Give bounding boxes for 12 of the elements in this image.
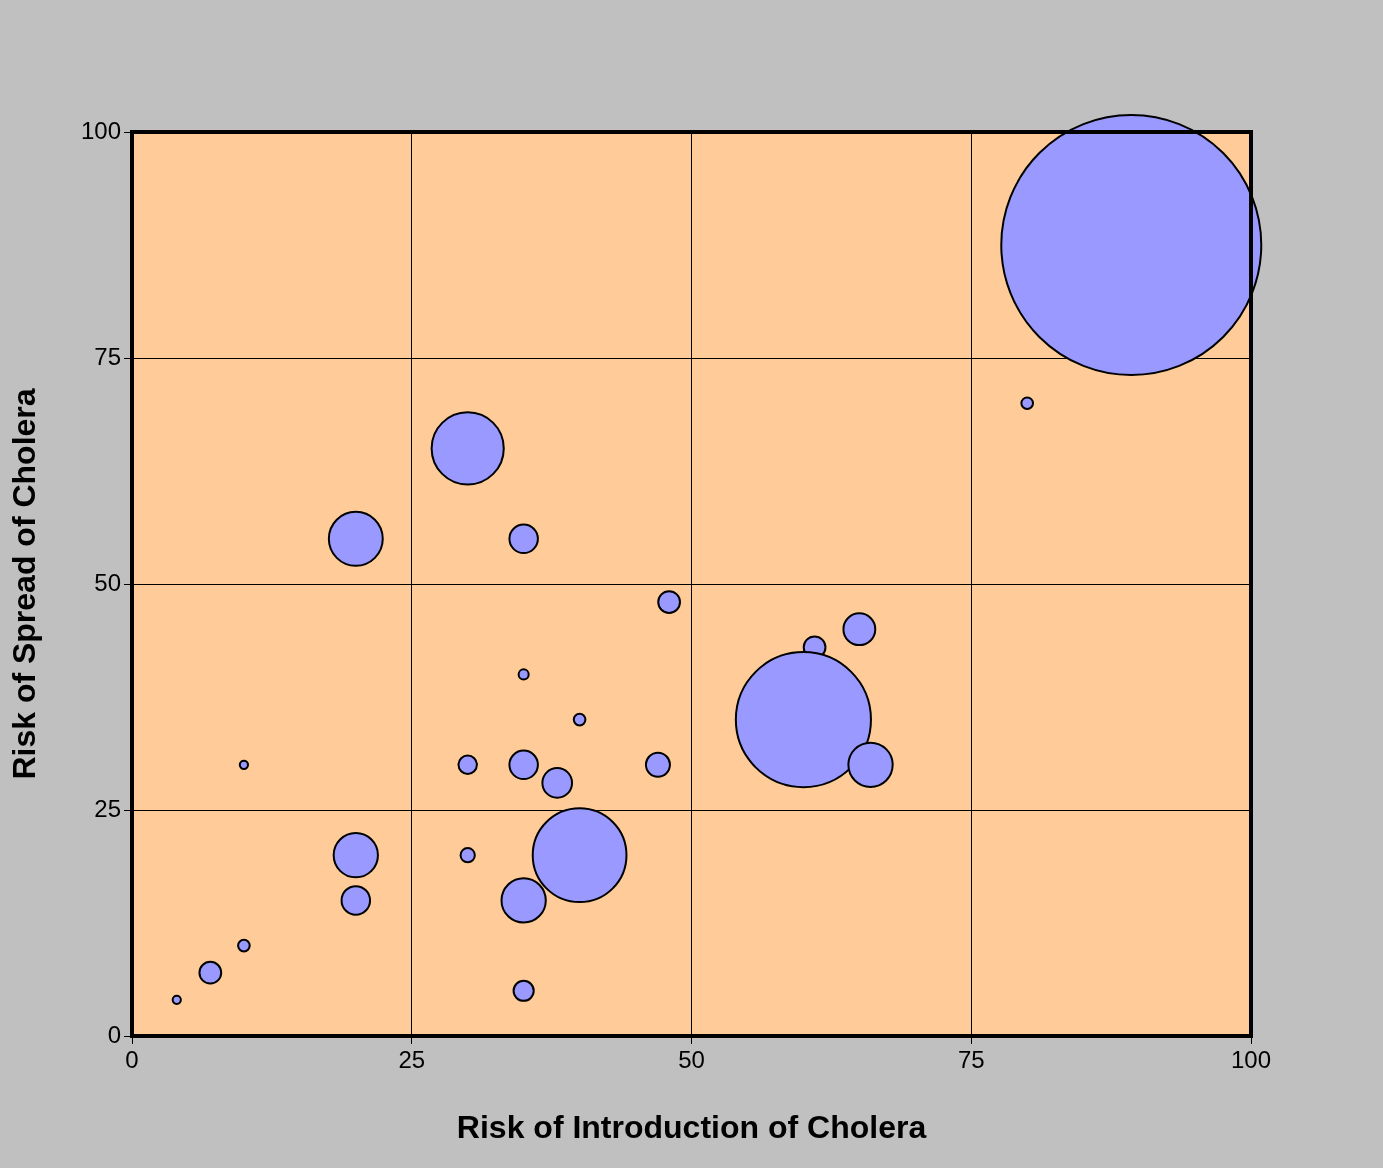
x-tick-label: 75 xyxy=(957,1046,985,1074)
x-tick-label: 25 xyxy=(398,1046,426,1074)
x-tick-label: 100 xyxy=(1230,1046,1272,1074)
y-tick-label: 25 xyxy=(94,794,121,822)
x-tick-label: 0 xyxy=(125,1046,139,1074)
x-axis-title: Risk of Introduction of Cholera xyxy=(456,1108,927,1145)
y-tick-label: 75 xyxy=(94,342,121,370)
y-axis-title: Risk of Spread of Cholera xyxy=(6,388,43,780)
x-tick-label: 50 xyxy=(678,1046,705,1074)
y-tick-label: 50 xyxy=(94,568,121,596)
y-tick-label: 0 xyxy=(107,1020,121,1048)
y-tick-label: 100 xyxy=(80,116,121,144)
